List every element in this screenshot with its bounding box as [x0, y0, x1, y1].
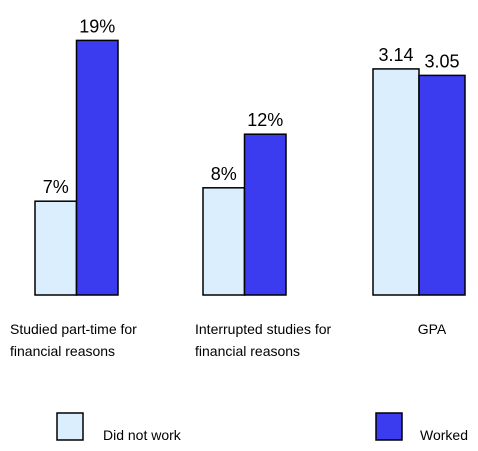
- legend-label: Worked: [420, 427, 468, 443]
- value-label: 19%: [79, 16, 115, 36]
- value-label: 8%: [211, 164, 237, 184]
- bar: [202, 187, 246, 296]
- legend-swatch: [56, 412, 84, 441]
- bar: [34, 200, 78, 296]
- bar: [75, 39, 119, 296]
- legend-swatch: [375, 412, 403, 441]
- category-label: Interrupted studies for financial reason…: [195, 321, 332, 359]
- category-label: Studied part-time for financial reasons: [10, 321, 137, 359]
- bar: [418, 74, 466, 296]
- category-label: GPA: [417, 321, 447, 337]
- legend-label: Did not work: [103, 427, 181, 443]
- value-label: 3.05: [424, 51, 459, 71]
- value-label: 7%: [43, 177, 69, 197]
- value-label: 12%: [247, 110, 283, 130]
- value-label: 3.14: [378, 45, 413, 65]
- bar: [372, 68, 420, 296]
- bar: [243, 133, 287, 296]
